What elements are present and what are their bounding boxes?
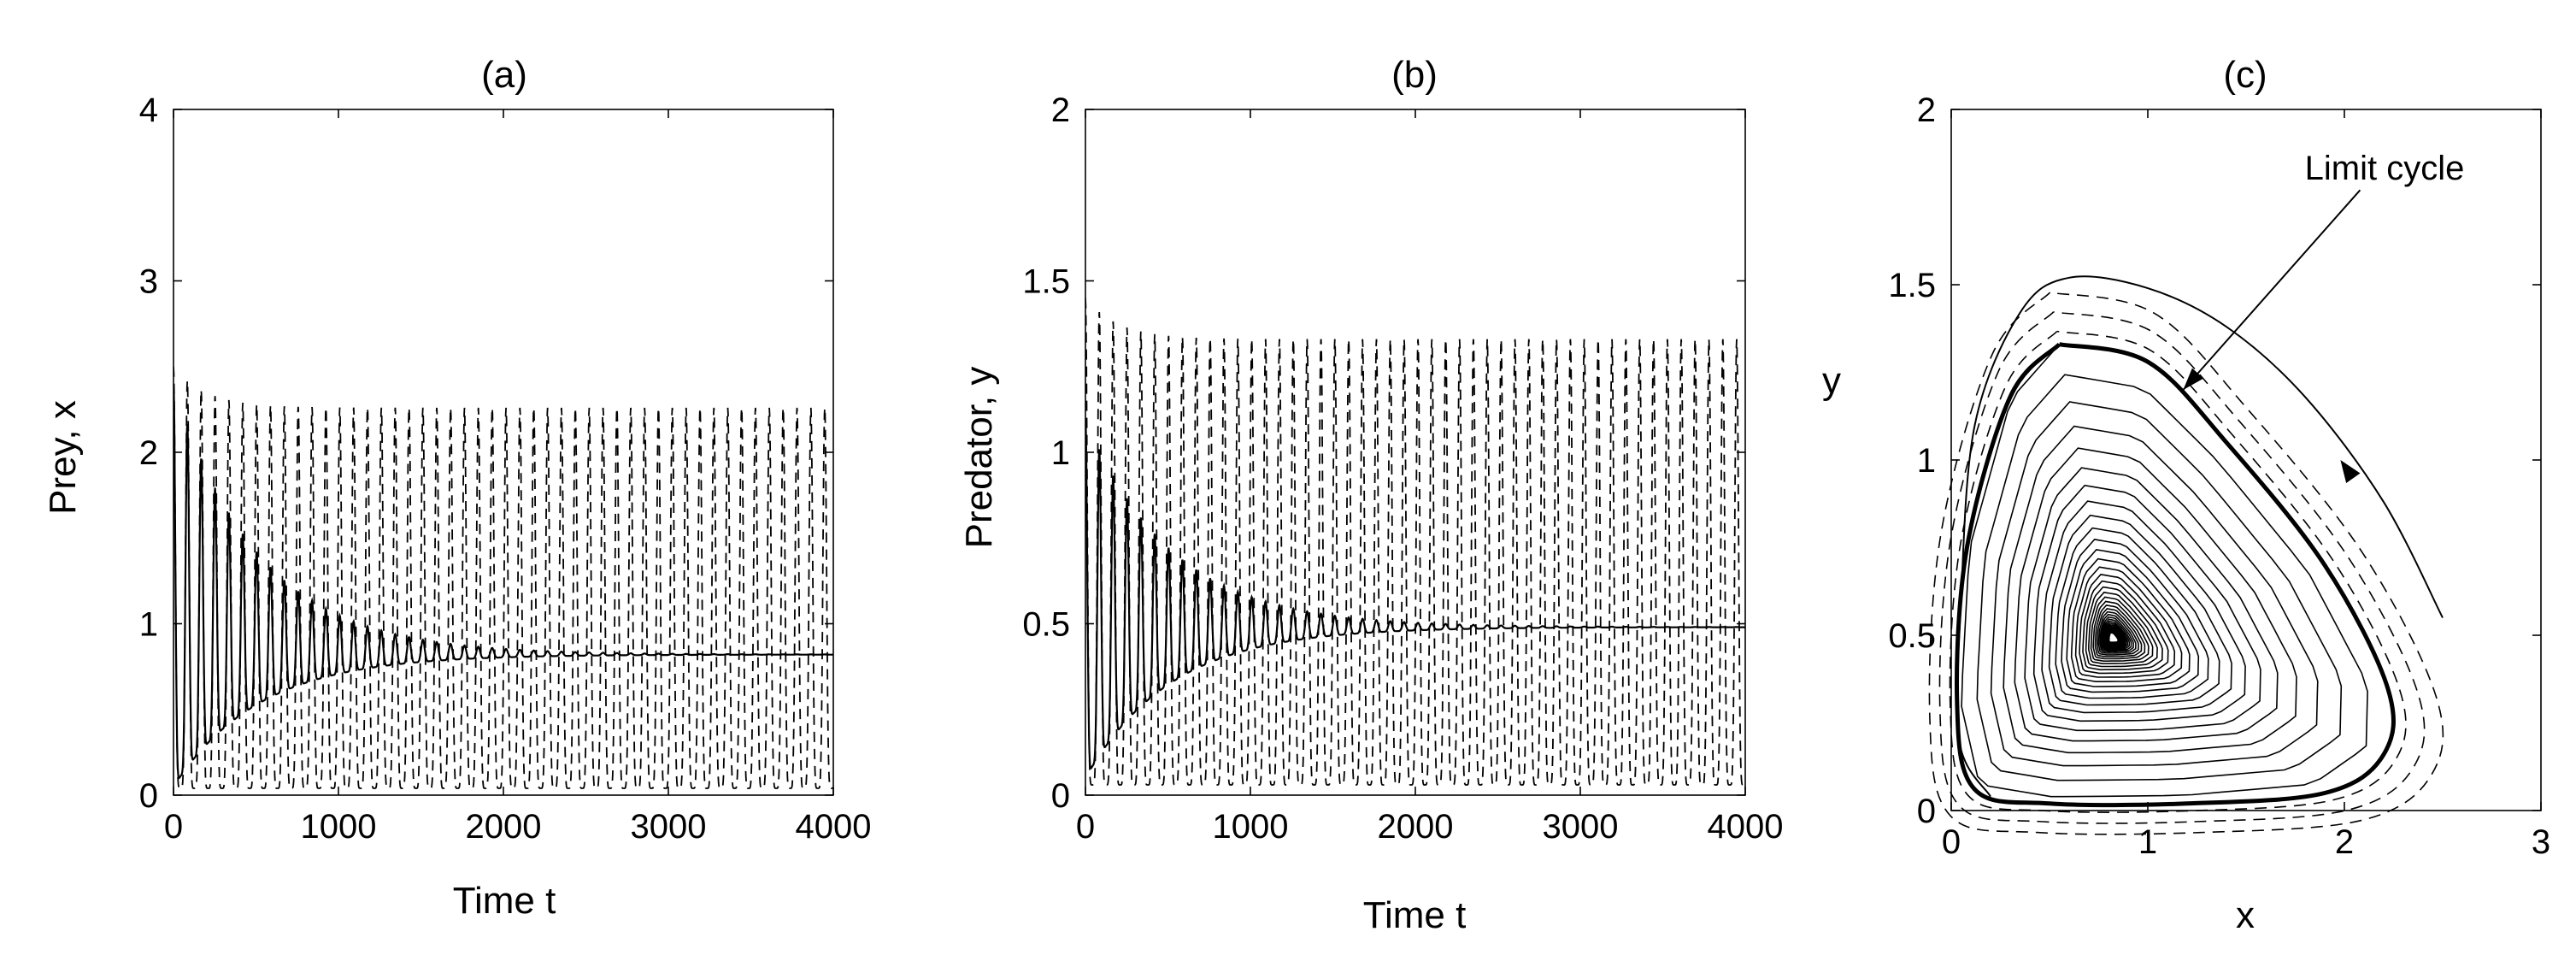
x-tick-label: 1000 <box>301 808 377 846</box>
panel-a-ylabel: Prey, x <box>42 400 84 515</box>
panel-a: (a) Time t Prey, x 0 1000 2000 3000 4000 0 1 2 3… <box>42 54 871 922</box>
panel-b-title: (b) <box>1391 54 1438 96</box>
panel-b: (b) Time t Predator, y 0 1000 2000 3000 4000… <box>958 54 1783 936</box>
y-tick-label: 4 <box>139 91 158 129</box>
series-solid-line <box>1085 417 1745 769</box>
limit-cycle-annotation: Limit cycle <box>2305 150 2465 187</box>
x-tick-label: 0 <box>164 808 183 846</box>
annotation-arrow-line <box>2182 189 2361 391</box>
outer-trajectory <box>1956 275 2444 798</box>
series-solid-line <box>173 383 833 780</box>
y-tick-label: 1.5 <box>1022 263 1070 301</box>
panel-c: (c) x y Limit cycle 0 1 2 3 0 0.5 1 1.5 2 <box>1822 54 2550 936</box>
trajectory-arrowhead <box>2340 460 2361 484</box>
x-tick-label: 3000 <box>631 808 707 846</box>
y-tick-label: 1 <box>1917 442 1936 480</box>
y-tick-label: 2 <box>139 434 158 472</box>
x-tick-label: 4000 <box>1708 808 1784 846</box>
y-tick-label: 1 <box>1051 434 1070 472</box>
panel-c-title: (c) <box>2223 54 2267 96</box>
panel-b-ylabel: Predator, y <box>958 367 1000 549</box>
panel-a-title: (a) <box>481 54 527 96</box>
y-tick-label: 0.5 <box>1888 617 1936 655</box>
y-tick-label: 3 <box>139 263 158 301</box>
dashed-trajectory <box>1949 330 2407 813</box>
annotation-arrowhead <box>2183 368 2204 390</box>
panel-b-xlabel: Time t <box>1363 894 1467 936</box>
y-tick-label: 0 <box>139 777 158 815</box>
limit-cycle-curve <box>1955 342 2396 808</box>
series-dashed-line <box>173 366 833 789</box>
x-tick-label: 3 <box>2532 823 2550 861</box>
x-tick-label: 0 <box>1076 808 1095 846</box>
x-tick-label: 1000 <box>1213 808 1289 846</box>
y-tick-label: 1.5 <box>1888 267 1936 304</box>
y-tick-label: 0 <box>1917 793 1936 830</box>
inner-spiral-trajectory <box>1961 344 2368 798</box>
series-dashed-line <box>1085 298 1745 786</box>
y-tick-label: 1 <box>139 606 158 644</box>
plot-frame <box>173 109 834 796</box>
x-tick-label: 0 <box>1942 823 1961 861</box>
y-tick-label: 2 <box>1051 91 1070 129</box>
x-tick-label: 2000 <box>1378 808 1454 846</box>
panel-a-xlabel: Time t <box>453 880 556 922</box>
x-tick-label: 2000 <box>466 808 542 846</box>
x-tick-label: 1 <box>2138 823 2157 861</box>
x-tick-label: 4000 <box>796 808 872 846</box>
x-tick-label: 3000 <box>1543 808 1619 846</box>
dashed-trajectory <box>1928 292 2444 835</box>
panel-c-ylabel: y <box>1822 360 1841 402</box>
y-tick-label: 0.5 <box>1022 606 1070 644</box>
panel-c-xlabel: x <box>2236 894 2255 936</box>
y-tick-label: 0 <box>1051 777 1070 815</box>
x-tick-label: 2 <box>2335 823 2354 861</box>
y-tick-label: 2 <box>1917 91 1936 129</box>
plot-frame <box>1950 109 2542 811</box>
dashed-trajectory <box>1938 311 2426 824</box>
